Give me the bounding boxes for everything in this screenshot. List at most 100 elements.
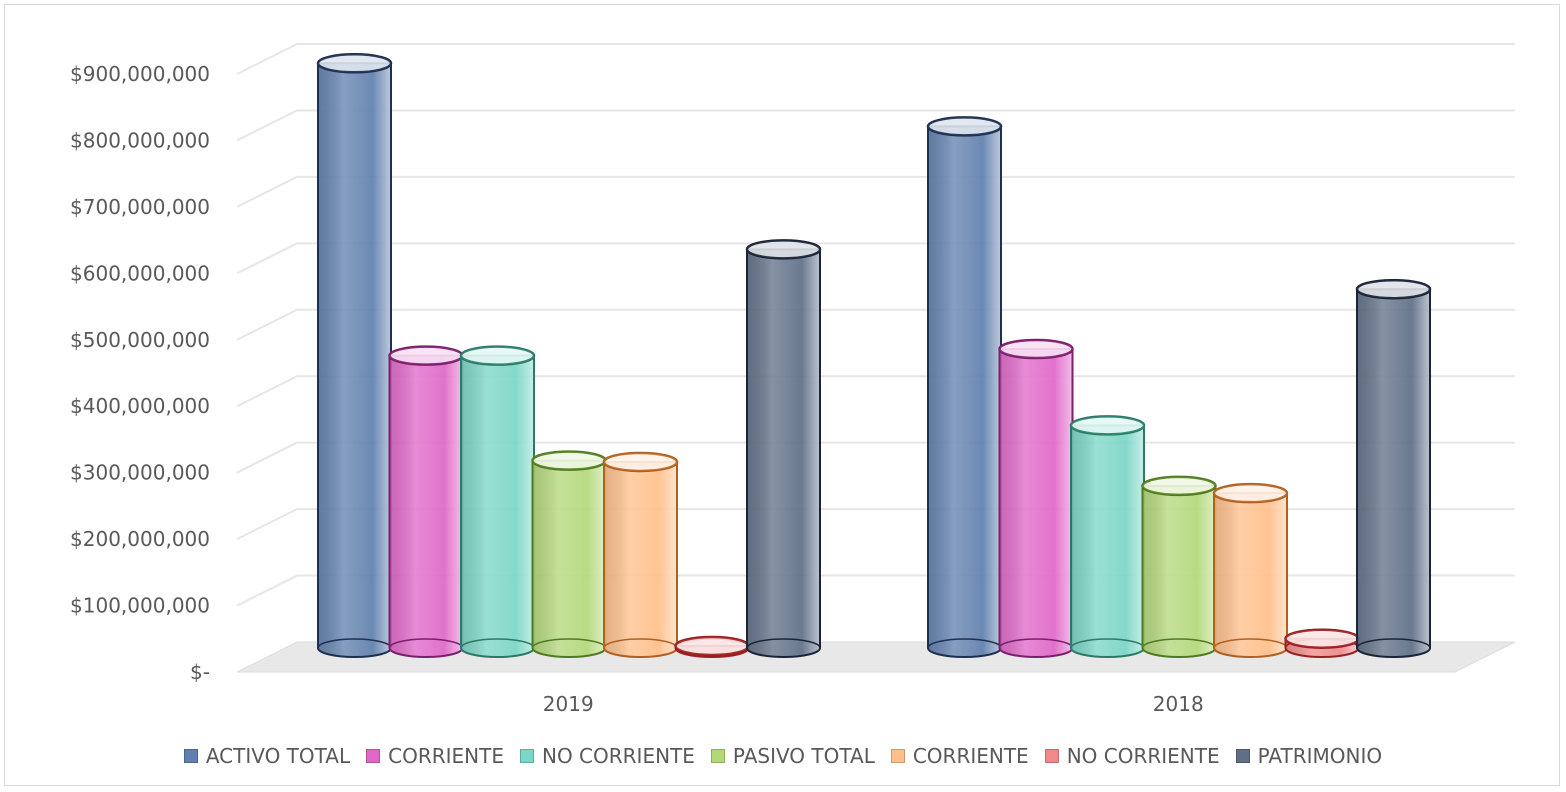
legend-label: CORRIENTE — [912, 744, 1029, 768]
y-tick-label: $900,000,000 — [70, 62, 210, 86]
bar-top-cap — [459, 345, 536, 366]
gridline — [236, 43, 1515, 75]
legend-label: NO CORRIENTE — [1066, 744, 1220, 768]
bar-shading — [604, 461, 677, 657]
x-axis: 2019 2018 — [543, 692, 1204, 716]
bar — [998, 338, 1074, 658]
bar — [1355, 278, 1432, 658]
bar-top-tint — [1285, 629, 1359, 648]
bar — [1212, 482, 1289, 658]
y-tick-label: $300,000,000 — [70, 461, 210, 485]
bar-shading — [389, 355, 463, 657]
bar-top-tint — [747, 240, 820, 259]
legend-label: CORRIENTE — [388, 744, 504, 768]
bar-chart-3d: $- $100,000,000 $200,000,000 $300,000,000 $4… — [70, 43, 1516, 716]
bar-base-arc — [1213, 638, 1288, 649]
bar-shading — [1214, 493, 1287, 657]
bars — [316, 53, 1432, 658]
bar-top-tint — [1071, 416, 1144, 435]
bar — [459, 345, 536, 658]
y-tick-label: $600,000,000 — [70, 261, 210, 285]
bar-top-cap — [1141, 475, 1217, 497]
y-tick-label: $800,000,000 — [70, 128, 210, 152]
legend-swatch — [1235, 749, 1250, 763]
bar-top-cap — [926, 116, 1003, 137]
y-tick-label: $200,000,000 — [70, 527, 210, 551]
y-tick-label: $700,000,000 — [70, 195, 210, 219]
bar — [316, 53, 393, 658]
bar-top-tint — [389, 346, 463, 365]
bar-top-cap — [1212, 482, 1289, 504]
bar-top-tint — [461, 346, 534, 365]
bar — [388, 345, 464, 658]
bar — [1284, 628, 1360, 658]
gridline — [236, 375, 1515, 408]
bar-shading — [1357, 289, 1430, 657]
bar-shading — [747, 249, 820, 658]
y-tick-label: $- — [190, 660, 210, 684]
bar-outline — [1356, 288, 1431, 658]
bar-base-arc — [1141, 638, 1217, 649]
legend-swatch — [183, 749, 198, 763]
bar-top-cap — [602, 451, 679, 473]
bar-top-tint — [1214, 484, 1287, 503]
bar-top-cap — [998, 338, 1074, 360]
gridline — [236, 175, 1515, 208]
bar-base-arc — [746, 638, 821, 649]
bar-shading — [318, 63, 391, 658]
legend-swatch — [519, 749, 534, 763]
legend-item: CORRIENTE — [890, 744, 1029, 768]
legend-item: CORRIENTE — [366, 744, 504, 768]
bar-top-cap — [1069, 415, 1146, 436]
bar-outline — [746, 248, 821, 658]
bar-top-cap — [316, 53, 393, 74]
gridline — [236, 308, 1515, 341]
bar-top-cap — [745, 239, 822, 260]
legend-swatch — [366, 749, 381, 763]
bar-shading — [928, 126, 1001, 657]
bar — [1069, 415, 1146, 658]
bar-shading — [999, 349, 1073, 657]
bar-top-tint — [318, 54, 391, 73]
bar-top-tint — [999, 340, 1073, 358]
bar-top-tint — [675, 637, 749, 656]
bar-top-cap — [1355, 278, 1432, 300]
legend-item: PATRIMONIO — [1235, 744, 1383, 768]
bar-shading — [461, 355, 534, 657]
bar — [602, 451, 679, 658]
bar-top-tint — [928, 117, 1001, 136]
bar-top-tint — [1357, 280, 1430, 299]
legend-swatch — [890, 749, 905, 763]
legend-label: PATRIMONIO — [1257, 744, 1383, 768]
x-tick-label: 2018 — [1153, 692, 1204, 716]
bar — [674, 635, 750, 658]
bar-top-tint — [604, 452, 677, 471]
bar-base-arc — [460, 638, 535, 649]
bar-base-arc — [927, 638, 1002, 649]
legend-item: PASIVO TOTAL — [710, 744, 875, 768]
legend-swatch — [1044, 749, 1059, 763]
bar — [531, 450, 607, 658]
legend-label: PASIVO TOTAL — [732, 744, 875, 768]
y-tick-label: $400,000,000 — [70, 394, 210, 418]
bar — [926, 116, 1003, 658]
legend-item: NO CORRIENTE — [1044, 744, 1220, 768]
bar-top-tint — [532, 451, 606, 470]
bar-base-arc — [1356, 638, 1431, 649]
legend-item: NO CORRIENTE — [519, 744, 695, 768]
legend-item: ACTIVO TOTAL — [183, 744, 350, 768]
bar-shading — [1071, 425, 1144, 657]
legend-label: NO CORRIENTE — [541, 744, 695, 768]
x-tick-label: 2019 — [543, 692, 594, 716]
legend-swatch — [710, 749, 725, 763]
legend: ACTIVO TOTAL CORRIENTE NO CORRIENTE PASIVO … — [0, 744, 1566, 768]
bar-top-tint — [1142, 476, 1216, 495]
bar-base-arc — [603, 638, 678, 649]
gridline — [236, 242, 1515, 275]
bar — [1141, 475, 1217, 658]
bar-base-arc — [317, 638, 392, 649]
bar — [745, 239, 822, 658]
bar-shading — [532, 460, 606, 657]
bar-base-arc — [998, 638, 1074, 649]
y-tick-label: $100,000,000 — [70, 594, 210, 618]
